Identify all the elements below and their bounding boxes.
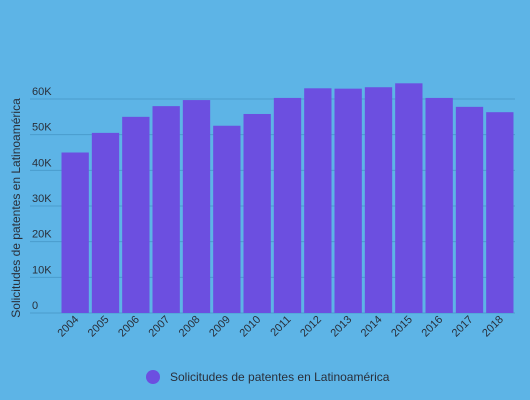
x-tick-label: 2006 — [116, 314, 142, 340]
bar-2017[interactable] — [455, 106, 484, 313]
legend-swatch — [146, 370, 160, 384]
x-tick-label: 2011 — [268, 314, 293, 339]
x-axis-ticks: 2004 2005 2006 2007 2008 2009 2010 2011 2012 2013… — [55, 314, 505, 340]
x-tick-label: 2010 — [237, 314, 263, 340]
y-tick-label: 40K — [32, 157, 52, 169]
bar-2016[interactable] — [425, 97, 453, 314]
y-tick-label: 10K — [32, 264, 52, 276]
y-axis-ticks: 0 10K 20K 30K 40K 50K 60K — [32, 86, 52, 312]
x-tick-label: 2009 — [207, 314, 233, 340]
bar-2014[interactable] — [364, 87, 393, 313]
bar-2011[interactable] — [273, 97, 302, 314]
x-tick-label: 2017 — [450, 314, 476, 340]
y-tick-label: 50K — [32, 122, 52, 134]
legend-label: Solicitudes de patentes en Latinoamérica — [170, 370, 390, 384]
x-tick-label: 2004 — [55, 314, 81, 340]
x-tick-label: 2016 — [419, 314, 445, 340]
x-tick-label: 2012 — [298, 314, 324, 340]
bar-2005[interactable] — [91, 132, 120, 313]
bar-2009[interactable] — [213, 125, 241, 313]
y-tick-label: 0 — [32, 300, 38, 312]
bar-2006[interactable] — [122, 116, 150, 313]
bar-2008[interactable] — [182, 100, 211, 313]
bar-2015[interactable] — [395, 83, 423, 313]
x-tick-label: 2005 — [86, 314, 112, 340]
x-tick-label: 2008 — [177, 314, 203, 340]
bar-2007[interactable] — [152, 106, 180, 313]
x-tick-label: 2015 — [389, 314, 415, 340]
bar-2018[interactable] — [486, 112, 514, 314]
bars — [61, 83, 514, 314]
x-tick-label: 2013 — [328, 314, 354, 340]
legend[interactable]: Solicitudes de patentes en Latinoamérica — [146, 370, 390, 384]
y-tick-label: 30K — [32, 193, 52, 205]
bar-2012[interactable] — [304, 88, 332, 313]
x-tick-label: 2018 — [480, 314, 506, 340]
bar-2013[interactable] — [334, 88, 362, 313]
x-tick-label: 2014 — [359, 314, 385, 340]
y-tick-label: 20K — [32, 229, 52, 241]
y-tick-label: 60K — [32, 86, 52, 98]
y-axis-title: Solicitudes de patentes en Latinoamérica — [9, 98, 23, 318]
bar-2010[interactable] — [243, 113, 271, 313]
x-tick-label: 2007 — [146, 314, 172, 340]
bar-2004[interactable] — [61, 152, 89, 314]
